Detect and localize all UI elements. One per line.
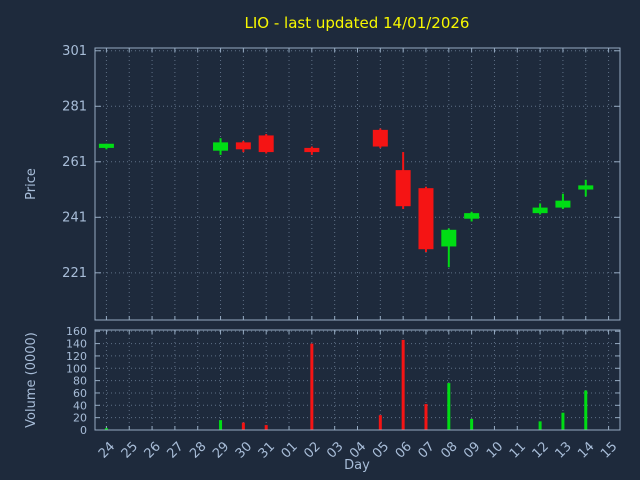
- candle-day-02: [304, 146, 320, 155]
- x-tick-label: 03: [324, 439, 346, 461]
- candle-day-30: [235, 140, 251, 153]
- x-tick-label: 06: [393, 439, 415, 461]
- price-tick-label: 241: [62, 210, 87, 225]
- axes-layer: 24 25 26 27 28 29 30 31 01 02 03 04 05 06 07 08 09 10 11 12…: [62, 44, 621, 462]
- candle-body: [372, 129, 388, 147]
- volume-tick-label: 0: [80, 424, 87, 437]
- candle-day-05: [372, 128, 388, 148]
- x-tick-label: 11: [507, 439, 529, 461]
- volume-tick-label: 160: [66, 325, 87, 338]
- x-tick-label: 02: [301, 439, 323, 461]
- volume-axis-label: Volume (0000): [24, 332, 39, 428]
- x-tick-label: 25: [119, 439, 141, 461]
- candles-layer: [98, 128, 594, 268]
- volume-tick-label: 140: [66, 338, 87, 351]
- candle-body: [441, 229, 457, 247]
- candle-body: [235, 142, 251, 150]
- price-tick-label: 221: [62, 266, 87, 281]
- x-tick-label: 01: [279, 439, 301, 461]
- volume-layer: [104, 339, 588, 430]
- candle-body: [395, 170, 411, 207]
- price-panel-border: [94, 47, 621, 321]
- volume-tick-label: 100: [66, 362, 87, 375]
- candle-body: [532, 207, 548, 214]
- x-tick-label: 28: [187, 439, 209, 461]
- x-tick-label: 05: [370, 439, 392, 461]
- candle-body: [304, 147, 320, 153]
- x-tick-label: 10: [484, 439, 506, 461]
- x-tick-label: 27: [164, 439, 186, 461]
- candle-day-08: [441, 228, 457, 268]
- grid-layer: [95, 48, 620, 431]
- x-axis-label: Day: [344, 458, 370, 473]
- price-tick-label: 281: [62, 99, 87, 114]
- x-tick-label: 26: [142, 439, 164, 461]
- x-tick-label: 14: [575, 439, 597, 461]
- candle-body: [578, 185, 594, 190]
- candle-day-07: [418, 186, 434, 252]
- candle-day-06: [395, 152, 411, 209]
- volume-tick-label: 60: [73, 387, 87, 400]
- candle-body: [98, 143, 114, 148]
- candle-day-09: [464, 211, 480, 222]
- x-tick-label: 29: [210, 439, 232, 461]
- x-tick-label: 07: [415, 439, 437, 461]
- x-tick-label: 15: [598, 439, 620, 461]
- candle-body: [555, 200, 571, 208]
- x-tick-label: 12: [530, 439, 552, 461]
- x-tick-label: 08: [438, 439, 460, 461]
- volume-tick-label: 40: [73, 399, 87, 412]
- volume-tick-label: 20: [73, 412, 87, 425]
- candle-day-14: [578, 179, 594, 197]
- candle-body: [464, 213, 480, 219]
- x-tick-label: 09: [461, 439, 483, 461]
- x-tick-label: 24: [96, 439, 118, 461]
- price-tick-label: 301: [62, 44, 87, 59]
- volume-tick-label: 80: [73, 375, 87, 388]
- volume-panel-border: [94, 329, 621, 431]
- price-tick-label: 261: [62, 155, 87, 170]
- x-tick-label: 13: [552, 439, 574, 461]
- candle-day-29: [213, 138, 229, 155]
- price-axis-label: Price: [24, 168, 39, 200]
- candle-day-12: [532, 203, 548, 215]
- candle-day-13: [555, 193, 571, 209]
- candle-body: [418, 188, 434, 250]
- candle-day-24: [98, 143, 114, 150]
- candle-body: [213, 142, 229, 151]
- candle-day-31: [258, 134, 274, 154]
- candle-body: [258, 135, 274, 153]
- x-tick-label: 30: [233, 439, 255, 461]
- chart-title: LIO - last updated 14/01/2026: [245, 14, 470, 32]
- volume-tick-label: 120: [66, 350, 87, 363]
- x-tick-label: 31: [256, 439, 278, 461]
